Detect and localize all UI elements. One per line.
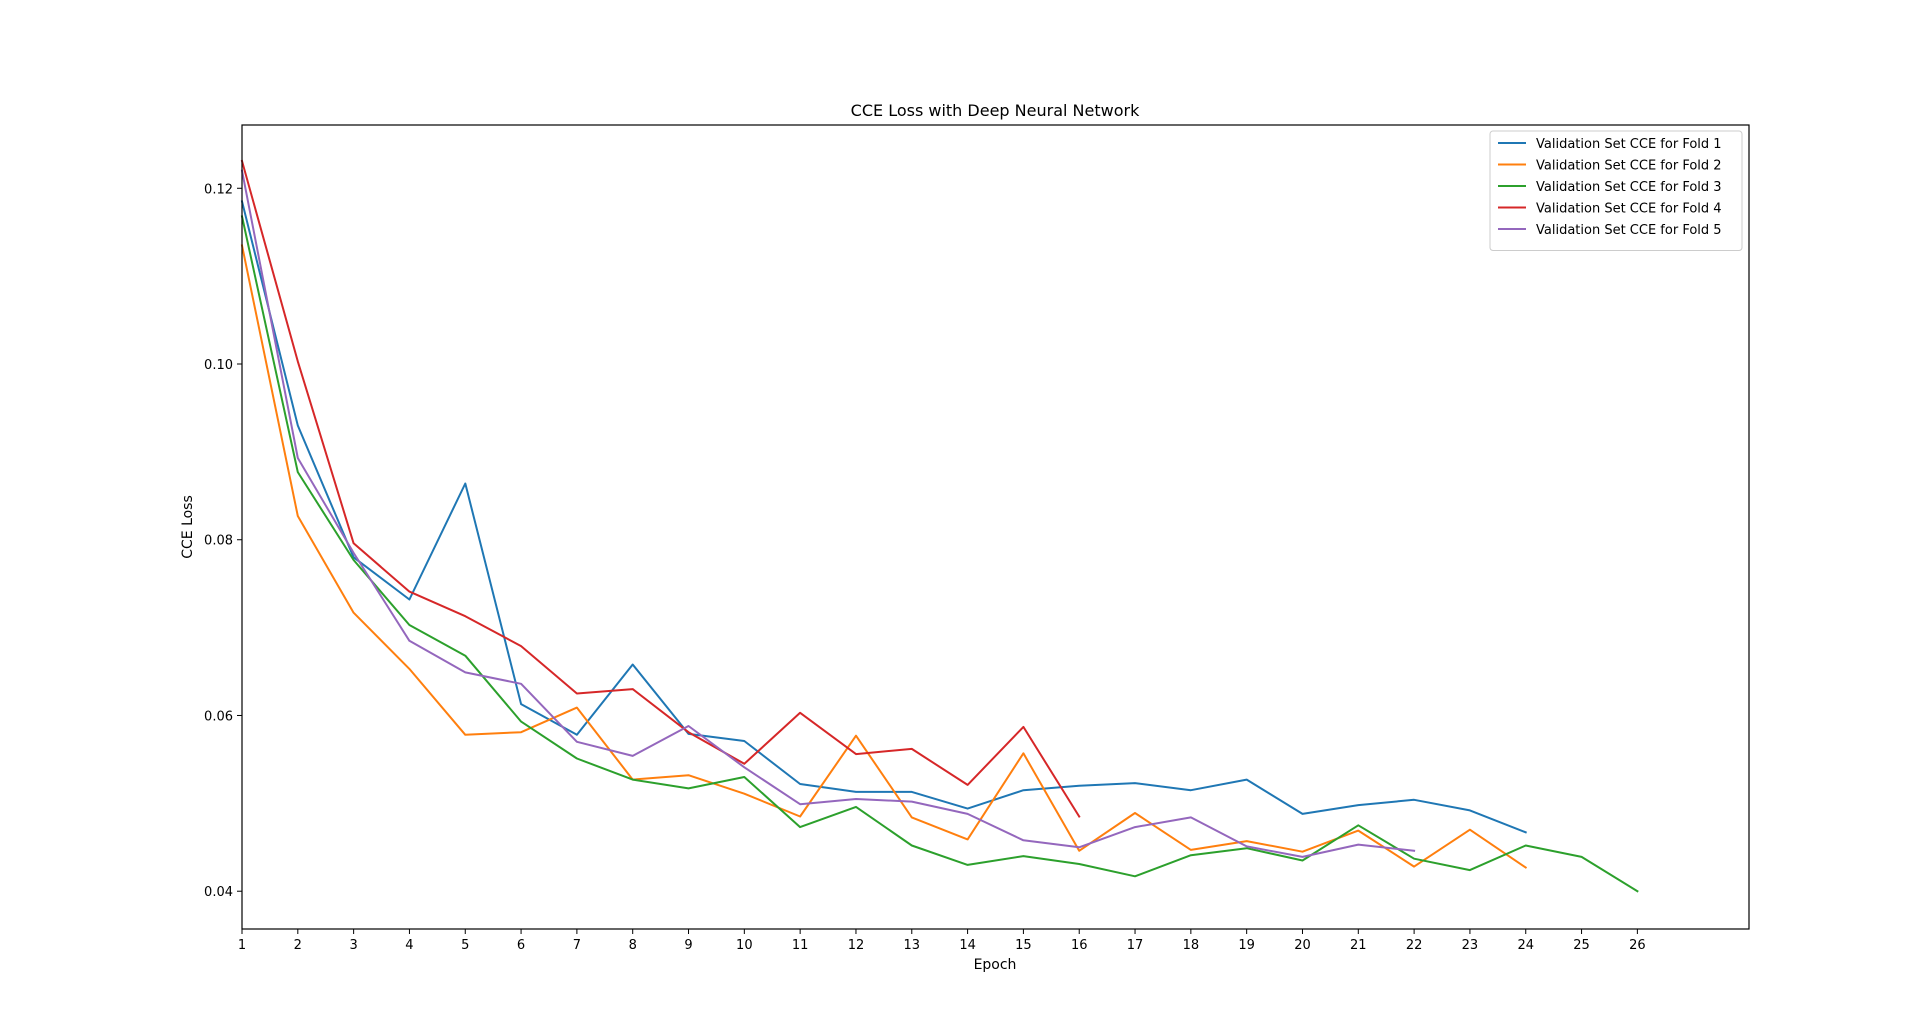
x-axis-ticks: 1 2 3 4 5 6 7 8 9 10 11 12 13 14 15 16 17 18 19 20 21 22 23 24 2…: [238, 929, 1646, 953]
legend-label-fold-5: Validation Set CCE for Fold 5: [1536, 223, 1722, 238]
x-tick-label: 25: [1573, 938, 1590, 953]
y-axis-ticks: 0.04 0.06 0.08 0.10 0.12: [204, 182, 242, 900]
plot-area-frame: [241, 124, 1750, 930]
series-line-fold-1: [240, 200, 1527, 834]
x-tick-label: 19: [1238, 938, 1255, 953]
legend-label-fold-4: Validation Set CCE for Fold 4: [1536, 202, 1722, 217]
legend: Validation Set CCE for Fold 1 Validation …: [1489, 130, 1743, 251]
x-tick-label: 8: [629, 938, 637, 953]
y-tick-label: 0.04: [204, 885, 233, 900]
legend-label-fold-3: Validation Set CCE for Fold 3: [1536, 180, 1722, 195]
x-tick-label: 26: [1629, 938, 1646, 953]
x-tick-label: 1: [238, 938, 246, 953]
series-line-fold-3: [240, 215, 1639, 893]
x-tick-label: 20: [1294, 938, 1311, 953]
chart-title: CCE Loss with Deep Neural Network: [851, 101, 1140, 120]
x-tick-label: 9: [684, 938, 692, 953]
y-tick-label: 0.06: [204, 709, 233, 724]
x-tick-label: 13: [904, 938, 921, 953]
x-tick-label: 2: [294, 938, 302, 953]
x-tick-label: 6: [517, 938, 525, 953]
x-tick-label: 4: [405, 938, 413, 953]
legend-box: [1489, 130, 1743, 251]
series-line-fold-4: [240, 159, 1081, 818]
series-line-fold-5: [240, 169, 1416, 858]
x-tick-label: 12: [848, 938, 865, 953]
series-line-fold-2: [240, 244, 1528, 869]
x-axis-label: Epoch: [974, 957, 1017, 973]
x-tick-label: 14: [959, 938, 976, 953]
x-tick-label: 5: [461, 938, 469, 953]
x-tick-label: 21: [1350, 938, 1367, 953]
x-tick-label: 16: [1071, 938, 1088, 953]
x-tick-label: 17: [1127, 938, 1144, 953]
x-tick-label: 23: [1462, 938, 1479, 953]
y-tick-label: 0.10: [204, 358, 233, 373]
x-tick-label: 18: [1183, 938, 1200, 953]
x-tick-label: 15: [1015, 938, 1032, 953]
series-lines: [240, 159, 1639, 893]
x-tick-label: 7: [573, 938, 581, 953]
x-tick-label: 10: [736, 938, 753, 953]
y-tick-label: 0.12: [204, 182, 233, 197]
legend-label-fold-2: Validation Set CCE for Fold 2: [1536, 159, 1722, 174]
x-tick-label: 24: [1517, 938, 1534, 953]
y-tick-label: 0.08: [204, 534, 233, 549]
x-tick-label: 11: [792, 938, 809, 953]
x-tick-label: 3: [349, 938, 357, 953]
x-tick-label: 22: [1406, 938, 1423, 953]
y-axis-label: CCE Loss: [180, 495, 196, 559]
legend-label-fold-1: Validation Set CCE for Fold 1: [1536, 137, 1722, 152]
